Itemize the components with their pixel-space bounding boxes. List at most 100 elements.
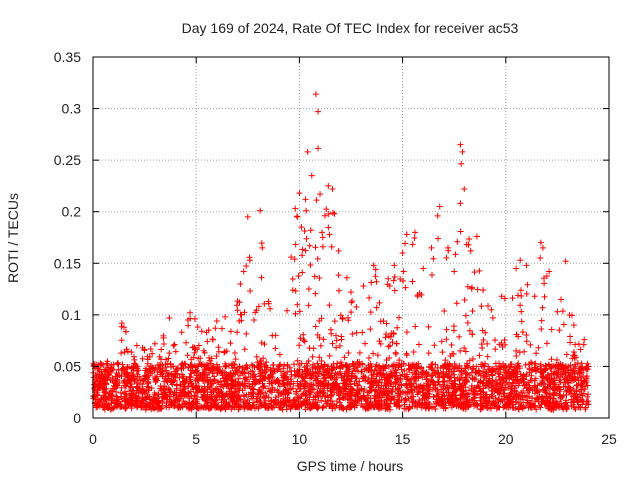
data-point: [393, 340, 400, 347]
data-point: [128, 349, 135, 356]
data-point: [305, 302, 312, 309]
data-point: [205, 379, 212, 386]
data-point: [254, 364, 261, 371]
data-point: [401, 367, 408, 374]
data-point: [201, 362, 208, 369]
data-point: [180, 365, 187, 372]
y-tick-label: 0: [73, 410, 81, 426]
data-point: [119, 361, 126, 368]
data-point: [531, 390, 538, 397]
data-point: [407, 381, 414, 388]
data-point: [501, 336, 508, 343]
x-tick-label: 10: [292, 431, 308, 447]
data-point: [383, 371, 390, 378]
data-point: [451, 268, 458, 275]
data-point: [326, 352, 333, 359]
data-point: [528, 367, 535, 374]
data-point: [563, 397, 570, 404]
data-point: [106, 390, 113, 397]
data-point: [429, 366, 436, 373]
data-point: [382, 382, 389, 389]
data-point: [210, 401, 217, 408]
data-point: [268, 380, 275, 387]
data-point: [227, 328, 234, 335]
data-point: [325, 210, 332, 217]
data-point: [562, 258, 569, 265]
data-point: [263, 368, 270, 375]
data-point: [564, 402, 571, 409]
data-point: [250, 389, 257, 396]
data-point: [133, 342, 140, 349]
data-point: [360, 282, 367, 289]
data-point: [389, 339, 396, 346]
data-point: [580, 373, 587, 380]
data-point: [122, 404, 129, 411]
data-point: [231, 389, 238, 396]
data-point: [146, 366, 153, 373]
data-point: [185, 383, 192, 390]
data-point: [366, 367, 373, 374]
chart-title: Day 169 of 2024, Rate Of TEC Index for r…: [182, 20, 519, 36]
data-point: [262, 389, 269, 396]
data-point: [321, 362, 328, 369]
data-point: [335, 247, 342, 254]
data-point: [163, 367, 170, 374]
data-point: [496, 371, 503, 378]
data-point: [158, 346, 165, 353]
data-point: [563, 392, 570, 399]
data-point: [105, 405, 112, 412]
data-point: [341, 354, 348, 361]
data-point: [316, 354, 323, 361]
data-point: [457, 200, 464, 207]
data-point: [121, 402, 128, 409]
data-point: [269, 404, 276, 411]
data-point: [209, 367, 216, 374]
data-point: [215, 344, 222, 351]
data-points: [90, 91, 592, 413]
data-point: [207, 360, 214, 367]
data-point: [130, 367, 137, 374]
data-point: [449, 382, 456, 389]
data-point: [93, 404, 100, 411]
data-point: [318, 362, 325, 369]
data-point: [500, 390, 507, 397]
data-point: [259, 244, 266, 251]
data-point: [535, 344, 542, 351]
data-point: [229, 360, 236, 367]
data-point: [177, 381, 184, 388]
data-point: [525, 404, 532, 411]
data-point: [557, 366, 564, 373]
data-point: [399, 249, 406, 256]
data-point: [390, 330, 397, 337]
data-point: [165, 375, 172, 382]
data-point: [314, 360, 321, 367]
data-point: [280, 365, 287, 372]
data-point: [299, 374, 306, 381]
data-point: [567, 333, 574, 340]
data-point: [344, 390, 351, 397]
data-point: [458, 160, 465, 167]
data-point: [191, 349, 198, 356]
data-point: [298, 360, 305, 367]
data-point: [353, 329, 360, 336]
data-point: [175, 404, 182, 411]
data-point: [102, 400, 109, 407]
data-point: [191, 392, 198, 399]
data-point: [314, 368, 321, 375]
data-point: [285, 402, 292, 409]
data-point: [466, 236, 473, 243]
data-point: [388, 370, 395, 377]
data-point: [319, 243, 326, 250]
data-point: [312, 393, 319, 400]
data-point: [348, 299, 355, 306]
data-point: [391, 273, 398, 280]
data-point: [531, 383, 538, 390]
data-point: [150, 365, 157, 372]
data-point: [188, 380, 195, 387]
data-point: [303, 235, 310, 242]
data-point: [539, 304, 546, 311]
data-point: [182, 379, 189, 386]
data-point: [373, 373, 380, 380]
data-point: [476, 267, 483, 274]
